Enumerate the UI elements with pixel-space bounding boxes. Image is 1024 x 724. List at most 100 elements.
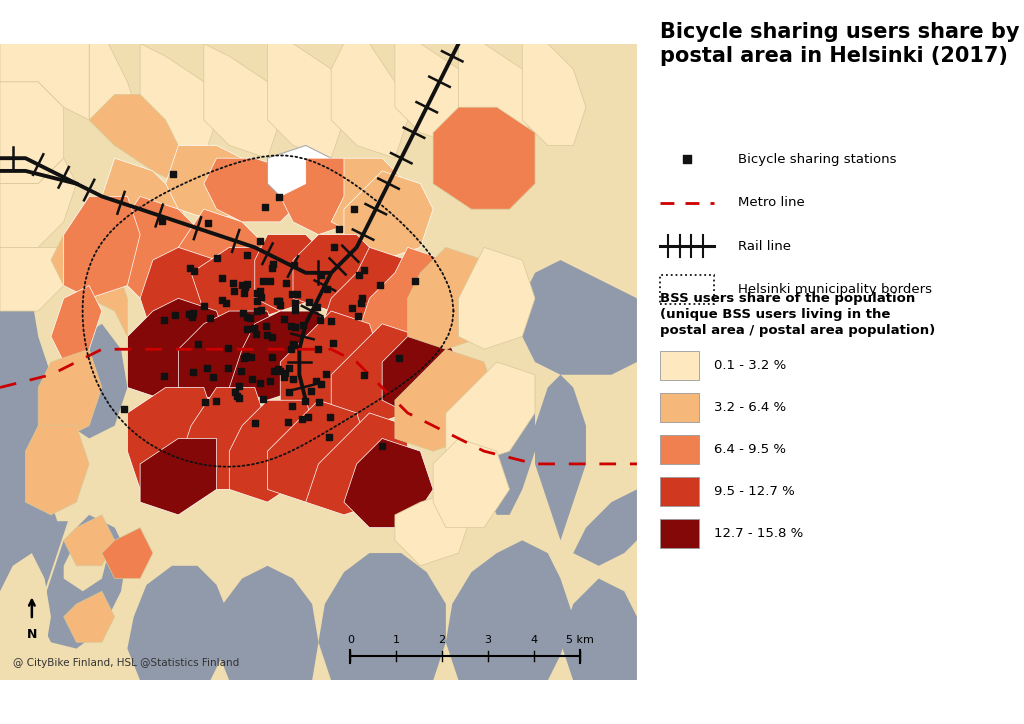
Polygon shape — [0, 43, 89, 120]
Polygon shape — [127, 566, 229, 681]
Point — [217, 298, 233, 309]
Polygon shape — [178, 311, 281, 400]
Text: Bicycle sharing stations: Bicycle sharing stations — [737, 153, 896, 166]
Polygon shape — [127, 387, 216, 489]
Text: N: N — [27, 628, 37, 641]
Text: 3: 3 — [484, 635, 492, 645]
Point — [285, 338, 301, 350]
Polygon shape — [229, 311, 331, 400]
Point — [253, 292, 269, 303]
Point — [189, 338, 206, 350]
Point — [331, 223, 347, 235]
Polygon shape — [281, 311, 382, 413]
Point — [285, 288, 301, 300]
Point — [240, 311, 256, 323]
Text: 9.5 - 12.7 %: 9.5 - 12.7 % — [715, 485, 795, 498]
Point — [228, 390, 245, 402]
Polygon shape — [395, 43, 471, 146]
Point — [280, 416, 296, 428]
Point — [303, 385, 319, 397]
Polygon shape — [51, 464, 89, 521]
Text: Metro line: Metro line — [737, 196, 804, 209]
Polygon shape — [560, 578, 637, 681]
Polygon shape — [38, 349, 102, 439]
Point — [227, 386, 244, 397]
Point — [350, 269, 367, 281]
Polygon shape — [331, 43, 408, 158]
Polygon shape — [433, 439, 510, 528]
Point — [252, 377, 268, 389]
Polygon shape — [127, 298, 229, 400]
Point — [355, 264, 372, 276]
Point — [233, 279, 250, 291]
Point — [214, 272, 230, 283]
Point — [270, 295, 287, 306]
Point — [239, 250, 255, 261]
Point — [311, 397, 328, 408]
Point — [319, 283, 336, 295]
Polygon shape — [484, 400, 535, 515]
Text: 0.1 - 3.2 %: 0.1 - 3.2 % — [715, 359, 786, 372]
Point — [265, 258, 282, 269]
Point — [237, 281, 253, 292]
Polygon shape — [51, 285, 102, 362]
Text: 3.2 - 6.4 %: 3.2 - 6.4 % — [715, 401, 786, 414]
Point — [252, 235, 268, 247]
Point — [297, 395, 313, 406]
Polygon shape — [331, 324, 433, 426]
Point — [239, 350, 255, 361]
Text: 5 km: 5 km — [565, 635, 594, 645]
Point — [184, 311, 201, 323]
Polygon shape — [63, 515, 115, 566]
Polygon shape — [51, 235, 127, 337]
Point — [248, 329, 264, 340]
Polygon shape — [318, 248, 421, 349]
Point — [276, 368, 293, 379]
Point — [353, 298, 370, 309]
Text: BSS users share of the population
(unique BSS users living in the
postal area / : BSS users share of the population (uniqu… — [660, 292, 935, 337]
Point — [239, 278, 255, 290]
Polygon shape — [178, 387, 267, 489]
Point — [264, 331, 281, 342]
Point — [285, 373, 301, 384]
Point — [372, 279, 388, 291]
Polygon shape — [0, 248, 77, 681]
Point — [209, 252, 225, 264]
Point — [283, 321, 299, 332]
Point — [258, 321, 274, 332]
Point — [271, 192, 288, 203]
Point — [156, 313, 172, 325]
Polygon shape — [306, 413, 408, 515]
Polygon shape — [63, 534, 109, 592]
Point — [281, 386, 297, 397]
Polygon shape — [89, 43, 140, 158]
Point — [266, 366, 283, 377]
Point — [240, 324, 256, 335]
Point — [253, 305, 269, 316]
Polygon shape — [255, 235, 331, 311]
Point — [203, 312, 219, 324]
Point — [247, 417, 263, 429]
Point — [286, 340, 302, 351]
Point — [255, 393, 271, 405]
Point — [261, 276, 278, 287]
Point — [225, 285, 242, 297]
Text: Helsinki municipality borders: Helsinki municipality borders — [737, 283, 932, 296]
Polygon shape — [331, 158, 408, 235]
Point — [255, 275, 271, 287]
Point — [299, 411, 315, 423]
Polygon shape — [267, 400, 370, 502]
Polygon shape — [204, 158, 306, 222]
Polygon shape — [63, 196, 140, 298]
Point — [327, 241, 343, 253]
Point — [246, 321, 262, 333]
Point — [237, 280, 253, 292]
Point — [269, 363, 286, 375]
Polygon shape — [445, 362, 535, 464]
Polygon shape — [229, 400, 318, 502]
Point — [236, 287, 252, 298]
Polygon shape — [522, 260, 637, 375]
Polygon shape — [344, 171, 433, 260]
Point — [220, 362, 237, 374]
Point — [244, 351, 260, 363]
